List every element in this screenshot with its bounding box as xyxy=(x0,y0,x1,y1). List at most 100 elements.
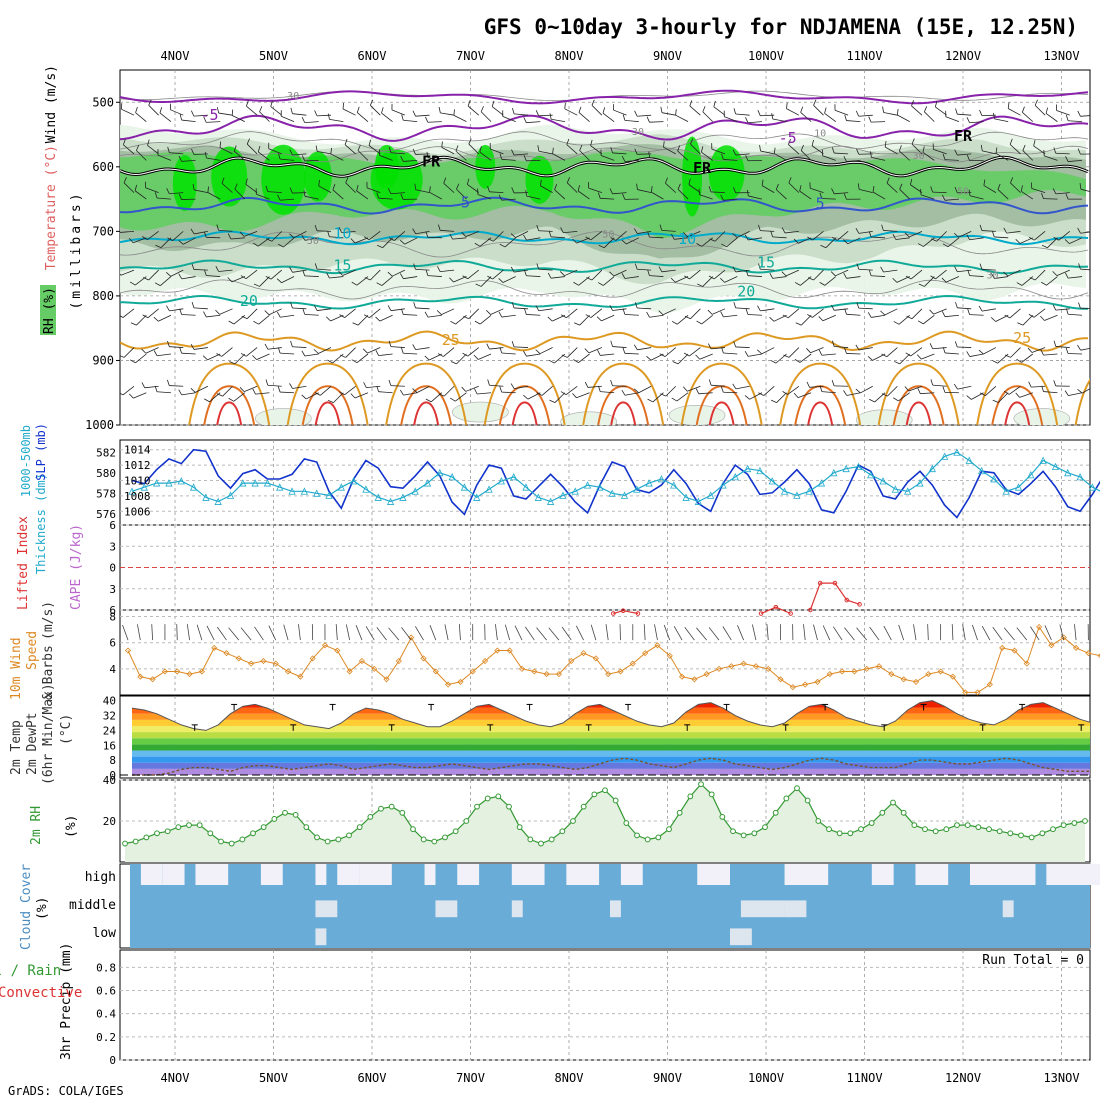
wind10-barb xyxy=(207,626,214,640)
wind-barb xyxy=(392,110,405,115)
wind-barb xyxy=(416,348,430,350)
wind-barb xyxy=(859,115,873,116)
rh2m-point xyxy=(752,831,757,836)
wind-barb xyxy=(822,392,836,393)
wind-barb-flag xyxy=(340,315,345,318)
wind-barb xyxy=(358,315,368,325)
wind10-barb xyxy=(1004,628,1014,640)
wind-barb xyxy=(403,120,417,121)
wind-barb xyxy=(391,386,405,387)
wind-barb-flag xyxy=(364,382,367,387)
wind-barb xyxy=(786,109,798,116)
cloud-clear-patch xyxy=(785,900,807,917)
wind-barb-flag xyxy=(512,341,514,347)
isotherm-40 xyxy=(513,402,537,425)
wind-barb-flag xyxy=(131,323,136,325)
slp-tick-label: 1014 xyxy=(124,444,151,457)
wind-barb xyxy=(416,308,430,309)
cloud-clear-patch xyxy=(566,864,599,885)
wind-barb xyxy=(825,113,836,121)
wind-barb-flag xyxy=(454,109,455,115)
cloud-clear-patch xyxy=(970,864,1035,885)
wind-barb-flag xyxy=(451,361,456,363)
wind10-barb xyxy=(804,624,806,640)
wind-barb-flag xyxy=(265,311,269,315)
wind-barb xyxy=(945,353,959,354)
wind-barb-flag xyxy=(1053,305,1056,310)
wind-barb xyxy=(135,354,146,363)
wind-barb xyxy=(489,348,503,350)
wind-barb xyxy=(613,309,627,311)
cloud-clear-patch xyxy=(315,928,326,945)
wind-barb xyxy=(736,114,750,115)
rh2m-point xyxy=(261,825,266,830)
ylabel-wind-unit: (m/s) xyxy=(41,601,56,640)
wind-barb xyxy=(689,348,700,357)
cloud-clear-patch xyxy=(915,864,948,885)
thickness-tick-label: 578 xyxy=(96,487,116,500)
cape-line xyxy=(613,611,638,614)
wind-barb xyxy=(1093,237,1100,238)
wind10-barb xyxy=(401,627,411,640)
wind-barb-flag xyxy=(897,109,898,115)
wind-barb xyxy=(292,114,306,115)
wind-barb xyxy=(466,386,479,391)
isotherm-40 xyxy=(414,402,438,425)
rh2m-point xyxy=(400,810,405,815)
rh2m-point xyxy=(155,831,160,836)
wind-barb xyxy=(160,113,171,122)
run-total-label: Run Total = 0 xyxy=(982,953,1084,968)
wind-barb xyxy=(566,309,577,318)
wind-barb-flag xyxy=(414,302,416,308)
date-label-bottom: 9NOV xyxy=(653,1071,682,1085)
wind-barb-flag xyxy=(353,323,358,325)
date-label-top: 8NOV xyxy=(555,49,584,63)
wind-barb-flag xyxy=(894,361,899,363)
pressure-tick-label: 500 xyxy=(92,95,114,109)
wind-barb xyxy=(502,315,516,317)
wind-barb xyxy=(489,385,503,386)
wind-barb xyxy=(676,115,688,121)
rh2m-point xyxy=(869,821,874,826)
wind-barb-flag xyxy=(180,114,182,120)
wind-barb xyxy=(603,113,614,121)
wind-barb xyxy=(884,112,898,115)
contour-label: 5 xyxy=(816,195,825,213)
li-tick-label: 6 xyxy=(109,519,116,532)
wind-barb-flag xyxy=(450,321,455,324)
rh2m-point xyxy=(165,829,170,834)
cloud-clear-patch xyxy=(425,864,436,885)
ylabel-speed: Speed xyxy=(25,631,40,670)
wind-barb-flag xyxy=(1095,186,1096,192)
wind-barb xyxy=(723,315,737,317)
contour-label: 15 xyxy=(333,257,351,275)
rh2m-point xyxy=(944,827,949,832)
wind-barb-flag xyxy=(229,398,234,401)
wind-barb xyxy=(124,348,134,358)
wind-barb xyxy=(1057,110,1070,115)
wind-barb-flag xyxy=(635,111,638,116)
wind-barb-flag xyxy=(980,110,982,116)
wind-barb-flag xyxy=(967,351,970,356)
wind-barb xyxy=(454,115,467,121)
wind-barb-flag xyxy=(757,350,761,354)
wind-barb-flag xyxy=(179,390,182,395)
wind10-barb xyxy=(685,627,695,640)
wind-barb xyxy=(136,315,146,325)
isotherm-35 xyxy=(1091,386,1100,425)
wind-barb xyxy=(1008,108,1020,115)
rh2m-point xyxy=(645,837,650,842)
wind-barb-flag xyxy=(376,317,380,321)
legend-convective: Convective xyxy=(0,985,82,1001)
cloud-clear-patch xyxy=(1046,864,1100,885)
rh-low-patch xyxy=(255,409,311,429)
wind-barb-flag xyxy=(721,312,724,317)
wind-barb-flag xyxy=(806,348,810,352)
wind-barb xyxy=(357,113,368,122)
wind-barb xyxy=(206,237,220,238)
wind-barb-flag xyxy=(1016,393,1020,398)
slp-tick-label: 1010 xyxy=(124,475,151,488)
wind10-barb xyxy=(993,627,1002,640)
slp-tick-label: 1006 xyxy=(124,505,151,518)
wind-barb-flag xyxy=(326,317,330,321)
